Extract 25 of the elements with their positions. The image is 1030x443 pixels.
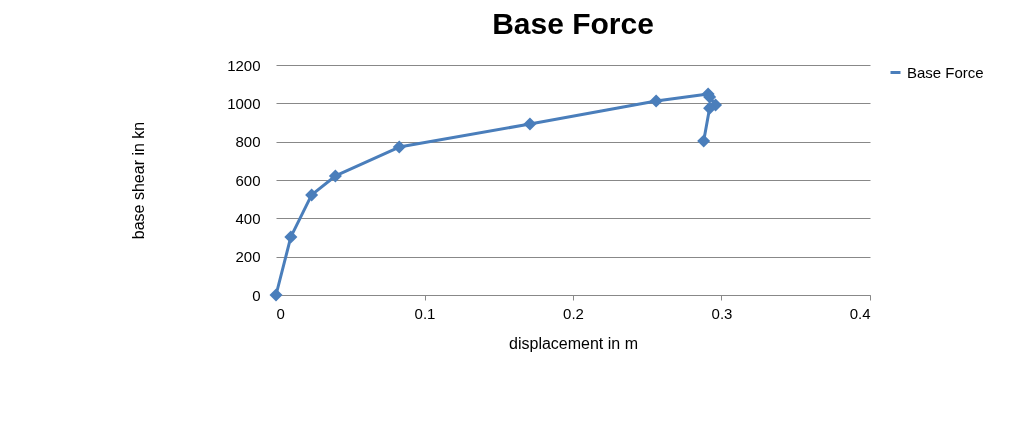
x-tick-label: 0.4 bbox=[849, 304, 871, 322]
point bbox=[269, 288, 283, 302]
x-tick-label: 0.3 bbox=[711, 304, 733, 322]
y-tick-label: 200 bbox=[235, 248, 261, 266]
legend-label: Base Force bbox=[907, 63, 984, 81]
x-tick-label: 0.2 bbox=[563, 304, 584, 322]
point bbox=[697, 134, 711, 148]
x-axis-title: displacement in m bbox=[509, 334, 638, 352]
point bbox=[328, 169, 342, 183]
y-tick-label: 1000 bbox=[227, 94, 261, 112]
point bbox=[305, 188, 319, 202]
x-tick-label: 0.1 bbox=[414, 304, 436, 322]
point bbox=[523, 117, 537, 131]
y-tick-label: 600 bbox=[235, 171, 261, 189]
point bbox=[392, 140, 406, 154]
y-tick-label: 800 bbox=[235, 133, 261, 151]
y-tick-label: 0 bbox=[252, 286, 261, 304]
chart-title: Base Force bbox=[492, 7, 654, 40]
y-tick-label: 400 bbox=[235, 209, 261, 227]
y-tick-label: 1200 bbox=[227, 56, 261, 74]
x-tick-label: 0 bbox=[276, 304, 285, 322]
point bbox=[284, 230, 298, 244]
y-axis-title: base shear in kn bbox=[130, 121, 148, 240]
point bbox=[649, 94, 663, 108]
point bbox=[703, 101, 717, 115]
